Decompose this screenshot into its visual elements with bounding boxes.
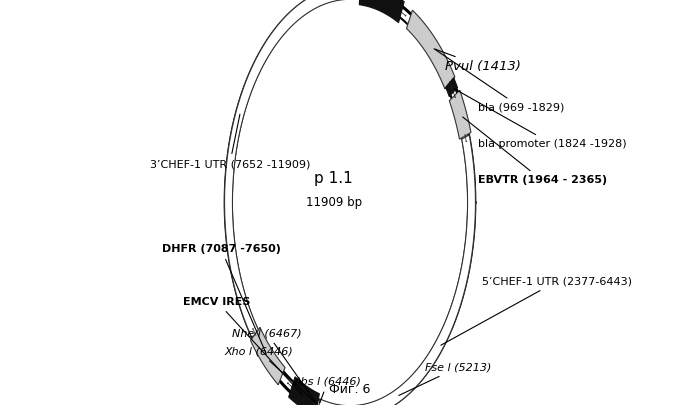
Polygon shape (446, 78, 458, 96)
Text: Abs l (6446): Abs l (6446) (294, 377, 362, 403)
Text: DHFR (7087 -7650): DHFR (7087 -7650) (162, 244, 281, 354)
Text: Xho l (6446): Xho l (6446) (225, 346, 317, 404)
Text: p 1.1: p 1.1 (314, 171, 354, 186)
Text: pUC origin (154-827): pUC origin (154-827) (0, 404, 1, 405)
Text: bla (969 -1829): bla (969 -1829) (434, 49, 564, 112)
Polygon shape (318, 135, 475, 405)
Text: Фиг. 6: Фиг. 6 (329, 383, 371, 396)
Polygon shape (407, 10, 455, 89)
Text: Nhe l (6467): Nhe l (6467) (232, 328, 316, 403)
Polygon shape (225, 0, 350, 338)
Text: EBVTR (1964 - 2365): EBVTR (1964 - 2365) (463, 117, 607, 185)
Polygon shape (288, 377, 319, 405)
Text: EMCV IRES: EMCV IRES (183, 297, 302, 395)
Text: Pvul (1413): Pvul (1413) (435, 49, 521, 73)
Text: 3’CHEF-1 UTR (7652 -11909): 3’CHEF-1 UTR (7652 -11909) (150, 114, 310, 169)
Polygon shape (449, 90, 471, 139)
Text: 5’CHEF-1 UTR (2377-6443): 5’CHEF-1 UTR (2377-6443) (441, 277, 631, 345)
Text: bla promoter (1824 -1928): bla promoter (1824 -1928) (454, 89, 626, 149)
Polygon shape (251, 327, 285, 385)
Polygon shape (359, 0, 404, 23)
Text: 11909 bp: 11909 bp (306, 196, 362, 209)
Text: Fse l (5213): Fse l (5213) (399, 362, 491, 395)
